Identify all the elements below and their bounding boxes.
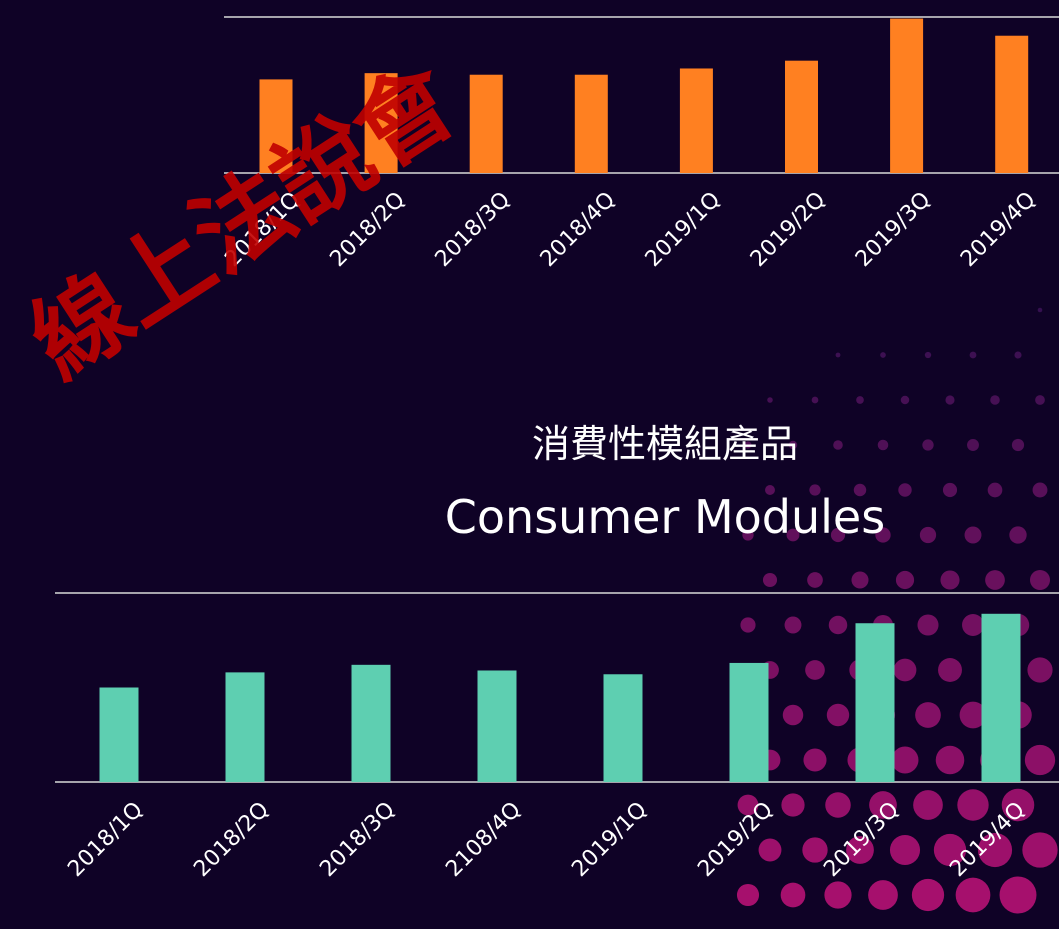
dot xyxy=(1022,832,1057,867)
dot xyxy=(1012,439,1024,451)
dot xyxy=(988,483,1003,498)
dot xyxy=(868,880,898,910)
dot xyxy=(759,839,782,862)
dot xyxy=(1009,526,1026,543)
dot xyxy=(896,571,914,589)
dot xyxy=(915,702,941,728)
dot xyxy=(967,439,979,451)
bar xyxy=(470,75,503,173)
x-tick-label: 2108/4Q xyxy=(441,797,526,882)
x-tick-label: 2019/4Q xyxy=(956,187,1041,272)
dot xyxy=(956,878,991,913)
dot xyxy=(740,617,755,632)
dot xyxy=(1027,657,1052,682)
dot xyxy=(922,439,933,450)
x-tick-label: 2019/3Q xyxy=(851,187,936,272)
x-tick-label: 2018/2Q xyxy=(189,797,274,882)
dot xyxy=(1025,745,1055,775)
bar xyxy=(226,672,265,782)
bar xyxy=(604,674,643,782)
bar xyxy=(352,665,391,782)
x-tick-label: 2019/2Q xyxy=(746,187,831,272)
dot xyxy=(945,395,954,404)
dot xyxy=(1038,308,1043,313)
dot xyxy=(990,395,1000,405)
dot xyxy=(803,748,826,771)
dot xyxy=(890,835,920,865)
dot xyxy=(943,483,957,497)
x-tick-label: 2018/3Q xyxy=(315,797,400,882)
dot xyxy=(767,397,773,403)
dot xyxy=(957,789,988,820)
dot xyxy=(1014,351,1021,358)
dot xyxy=(962,614,984,636)
dot xyxy=(851,571,868,588)
chart-subtitle: Consumer Modules xyxy=(445,490,885,544)
x-tick-label: 2019/1Q xyxy=(641,187,726,272)
dot xyxy=(827,704,849,726)
dot xyxy=(1030,570,1050,590)
watermark: 線上法說會 xyxy=(12,43,476,399)
dot xyxy=(894,659,917,682)
bar xyxy=(575,75,608,173)
x-tick-label: 2018/4Q xyxy=(536,187,621,272)
dot xyxy=(1033,483,1048,498)
dot xyxy=(920,527,936,543)
dot xyxy=(856,396,864,404)
dot xyxy=(1000,877,1037,914)
dot xyxy=(737,884,759,906)
x-tick-label: 2018/1Q xyxy=(63,797,148,882)
dot xyxy=(878,440,889,451)
dot xyxy=(833,440,843,450)
dot xyxy=(763,573,777,587)
bar xyxy=(785,61,818,173)
dot xyxy=(783,705,803,725)
dot xyxy=(781,883,806,908)
bar xyxy=(856,623,895,782)
dot xyxy=(829,616,848,635)
dot xyxy=(824,881,851,908)
bar xyxy=(890,19,923,173)
x-tick-label: 2019/1Q xyxy=(567,797,652,882)
dot xyxy=(880,352,886,358)
dot xyxy=(836,353,841,358)
dot xyxy=(940,570,959,589)
chart-title: 消費性模組產品 xyxy=(532,422,798,466)
dot xyxy=(925,352,931,358)
x-tick-label: 2018/3Q xyxy=(431,187,516,272)
dot xyxy=(781,793,804,816)
dot xyxy=(912,879,944,911)
dot xyxy=(1035,395,1045,405)
bar xyxy=(100,688,139,783)
dot xyxy=(807,572,823,588)
dot xyxy=(970,352,977,359)
dot xyxy=(985,570,1005,590)
bar xyxy=(995,36,1028,173)
screenshot: 消費性模組產品 Consumer Modules 2018/1Q 2018/2Q 2… xyxy=(0,0,1059,929)
bar xyxy=(982,614,1021,782)
dot xyxy=(825,792,851,818)
bar xyxy=(680,68,713,173)
dot xyxy=(901,396,910,405)
dot xyxy=(938,658,962,682)
dot xyxy=(913,790,943,820)
dot xyxy=(936,746,965,775)
dot xyxy=(812,397,819,404)
dot xyxy=(917,614,938,635)
dot xyxy=(805,660,825,680)
dot xyxy=(892,747,919,774)
dot xyxy=(965,527,982,544)
bar xyxy=(478,670,517,782)
bar xyxy=(730,663,769,782)
dot xyxy=(898,483,911,496)
dot xyxy=(785,617,802,634)
